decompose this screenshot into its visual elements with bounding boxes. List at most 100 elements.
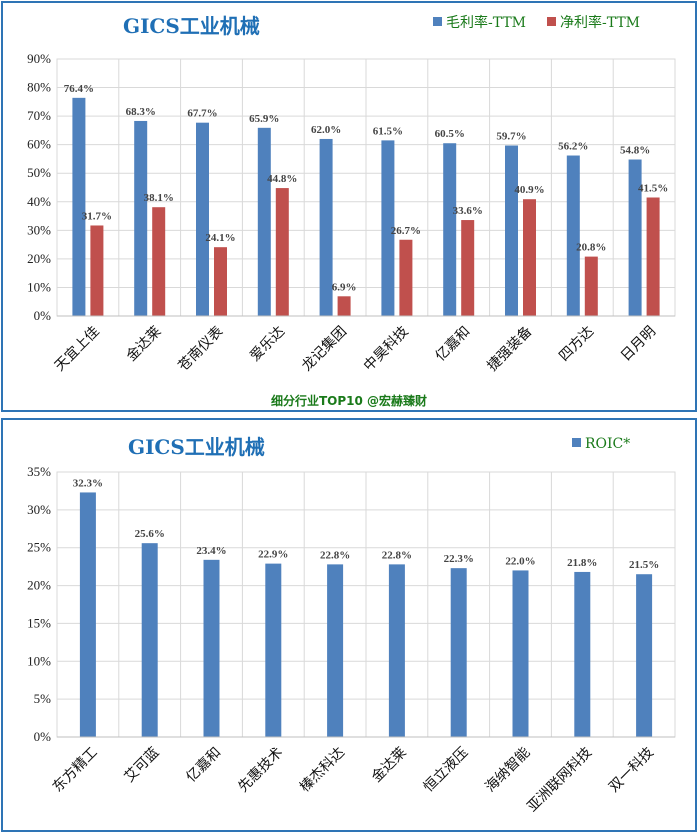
data-label: 59.7% bbox=[496, 131, 526, 143]
y-tick-label: 20% bbox=[27, 251, 51, 266]
data-label: 26.7% bbox=[391, 225, 421, 237]
y-tick-label: 5% bbox=[34, 691, 52, 706]
legend-swatch-net bbox=[547, 17, 556, 26]
y-tick-label: 90% bbox=[27, 51, 51, 66]
legend-label-net: 净利率-TTM bbox=[560, 14, 640, 31]
category-label: 亚洲联网科技 bbox=[524, 745, 595, 816]
chart-panel-margins: GICS工业机械 毛利率-TTM 净利率-TTM 细分行业TOP10 @宏赫臻财… bbox=[1, 1, 697, 412]
data-label: 38.1% bbox=[144, 192, 174, 204]
data-label: 44.8% bbox=[267, 173, 297, 185]
data-label: 22.8% bbox=[382, 549, 412, 561]
bar bbox=[399, 239, 413, 316]
data-label: 56.2% bbox=[558, 141, 588, 153]
bar bbox=[196, 122, 209, 316]
chart-panel-roic: GICS工业机械 ROIC* 0% 5% 10% 15% 20% 25% 30% 35% 32.… bbox=[1, 418, 697, 832]
data-label: 54.8% bbox=[620, 145, 650, 157]
y-tick-label: 0% bbox=[34, 729, 52, 744]
bar bbox=[646, 197, 660, 316]
data-label: 23.4% bbox=[196, 545, 226, 557]
y-tick-label: 30% bbox=[27, 502, 51, 517]
category-label: 捷强装备 bbox=[484, 323, 536, 375]
category-label: 爱乐达 bbox=[247, 324, 288, 365]
category-label: 苍南仪表 bbox=[175, 324, 226, 375]
category-label: 艾可蓝 bbox=[122, 745, 163, 786]
data-label: 61.5% bbox=[373, 125, 403, 137]
bar bbox=[265, 563, 282, 737]
category-label: 恒立液压 bbox=[421, 745, 472, 796]
bar bbox=[134, 120, 148, 317]
data-label: 76.4% bbox=[64, 83, 94, 95]
data-label: 60.5% bbox=[435, 128, 465, 140]
bar bbox=[203, 559, 220, 737]
y-tick-label: 15% bbox=[27, 615, 51, 630]
y-tick-label: 35% bbox=[27, 464, 51, 479]
bar bbox=[388, 564, 405, 737]
y-tick-label: 50% bbox=[27, 165, 51, 180]
category-label: 亿嘉和 bbox=[183, 745, 224, 786]
data-label: 62.0% bbox=[311, 124, 341, 136]
bar bbox=[381, 140, 395, 316]
data-label: 31.7% bbox=[82, 210, 112, 222]
y-tick-label: 70% bbox=[27, 108, 51, 123]
data-label: 25.6% bbox=[135, 528, 165, 540]
data-label: 6.9% bbox=[332, 281, 357, 293]
data-label: 68.3% bbox=[126, 106, 156, 118]
roic-chart: GICS工业机械 ROIC* 0% 5% 10% 15% 20% 25% 30% 35% 32.… bbox=[27, 435, 676, 816]
y-tick-label: 30% bbox=[27, 222, 51, 237]
data-label: 20.8% bbox=[576, 242, 606, 254]
bar bbox=[505, 145, 518, 316]
legend-swatch-gross bbox=[433, 17, 442, 26]
y-tick-label: 40% bbox=[27, 194, 51, 209]
category-label: 金达莱 bbox=[124, 324, 165, 365]
bar bbox=[443, 143, 457, 316]
data-label: 22.0% bbox=[505, 555, 535, 567]
bar bbox=[327, 564, 344, 737]
bar bbox=[214, 247, 227, 316]
bar bbox=[275, 188, 289, 316]
chart-title: GICS工业机械 bbox=[123, 14, 260, 38]
source-annotation: 细分行业TOP10 @宏赫臻财 bbox=[271, 393, 427, 408]
data-label: 65.9% bbox=[249, 113, 279, 125]
category-label: 海纳智能 bbox=[482, 745, 533, 796]
data-label: 21.5% bbox=[629, 559, 659, 571]
bar bbox=[512, 570, 529, 737]
category-label: 榛杰科达 bbox=[296, 744, 348, 796]
data-label: 67.7% bbox=[187, 108, 217, 120]
category-label: 亿嘉和 bbox=[433, 324, 474, 365]
bar bbox=[90, 225, 104, 316]
y-tick-label: 20% bbox=[27, 578, 51, 593]
category-label: 四方达 bbox=[556, 324, 597, 365]
data-label: 22.9% bbox=[258, 549, 288, 561]
bar bbox=[628, 159, 642, 316]
data-label: 21.8% bbox=[567, 557, 597, 569]
category-label: 双一科技 bbox=[606, 745, 657, 796]
category-label: 金达莱 bbox=[369, 745, 410, 786]
margin-chart: GICS工业机械 毛利率-TTM 净利率-TTM 细分行业TOP10 @宏赫臻财… bbox=[27, 14, 676, 408]
bar bbox=[319, 138, 333, 316]
y-tick-label: 60% bbox=[27, 137, 51, 152]
legend-label-roic: ROIC* bbox=[585, 436, 630, 452]
y-tick-label: 25% bbox=[27, 540, 51, 555]
bar bbox=[574, 571, 591, 737]
y-tick-label: 80% bbox=[27, 80, 51, 95]
legend-swatch-roic bbox=[572, 438, 581, 447]
bar bbox=[450, 568, 467, 737]
data-label: 22.3% bbox=[444, 553, 474, 565]
bar bbox=[152, 207, 166, 316]
y-tick-label: 10% bbox=[27, 279, 51, 294]
category-label: 日月明 bbox=[618, 324, 659, 365]
category-label: 东方精工 bbox=[50, 745, 101, 796]
bar bbox=[566, 155, 580, 316]
category-label: 天宜上佳 bbox=[52, 324, 103, 375]
data-label: 40.9% bbox=[514, 184, 544, 196]
data-label: 32.3% bbox=[73, 477, 103, 489]
bar bbox=[636, 574, 653, 737]
bar bbox=[257, 127, 271, 317]
category-label: 先惠技术 bbox=[235, 745, 286, 796]
bar bbox=[72, 97, 86, 316]
bar bbox=[461, 220, 475, 316]
bar bbox=[523, 199, 536, 316]
legend-label-gross: 毛利率-TTM bbox=[446, 14, 526, 31]
category-label: 中昊科技 bbox=[361, 324, 412, 375]
bar bbox=[584, 256, 598, 316]
